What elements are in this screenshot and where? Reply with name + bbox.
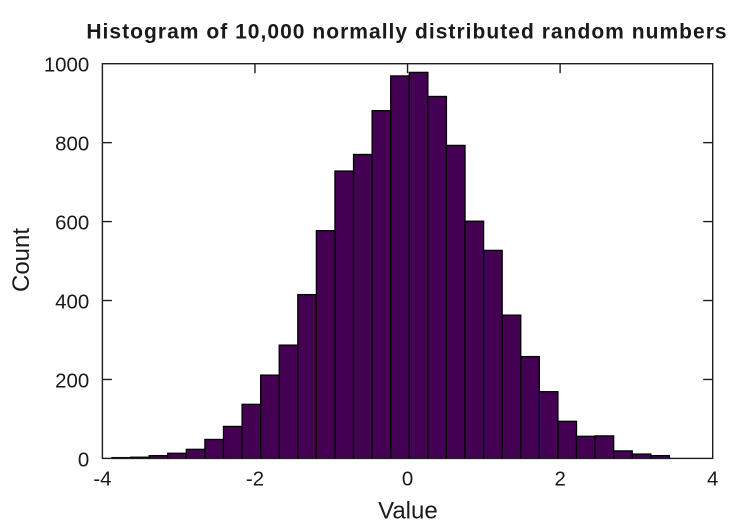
svg-text:2: 2 — [554, 469, 565, 491]
svg-text:Histogram of 10,000 normally d: Histogram of 10,000 normally distributed… — [86, 20, 727, 43]
svg-text:Value: Value — [378, 498, 438, 525]
svg-text:400: 400 — [55, 291, 89, 313]
svg-text:1000: 1000 — [44, 55, 89, 77]
svg-text:0: 0 — [402, 469, 413, 491]
svg-text:-4: -4 — [93, 469, 111, 491]
svg-text:Count: Count — [8, 228, 35, 292]
svg-text:200: 200 — [55, 370, 89, 392]
svg-text:800: 800 — [55, 134, 89, 156]
svg-text:4: 4 — [707, 469, 718, 491]
svg-text:-2: -2 — [246, 469, 264, 491]
svg-text:0: 0 — [78, 449, 89, 471]
svg-text:600: 600 — [55, 212, 89, 234]
